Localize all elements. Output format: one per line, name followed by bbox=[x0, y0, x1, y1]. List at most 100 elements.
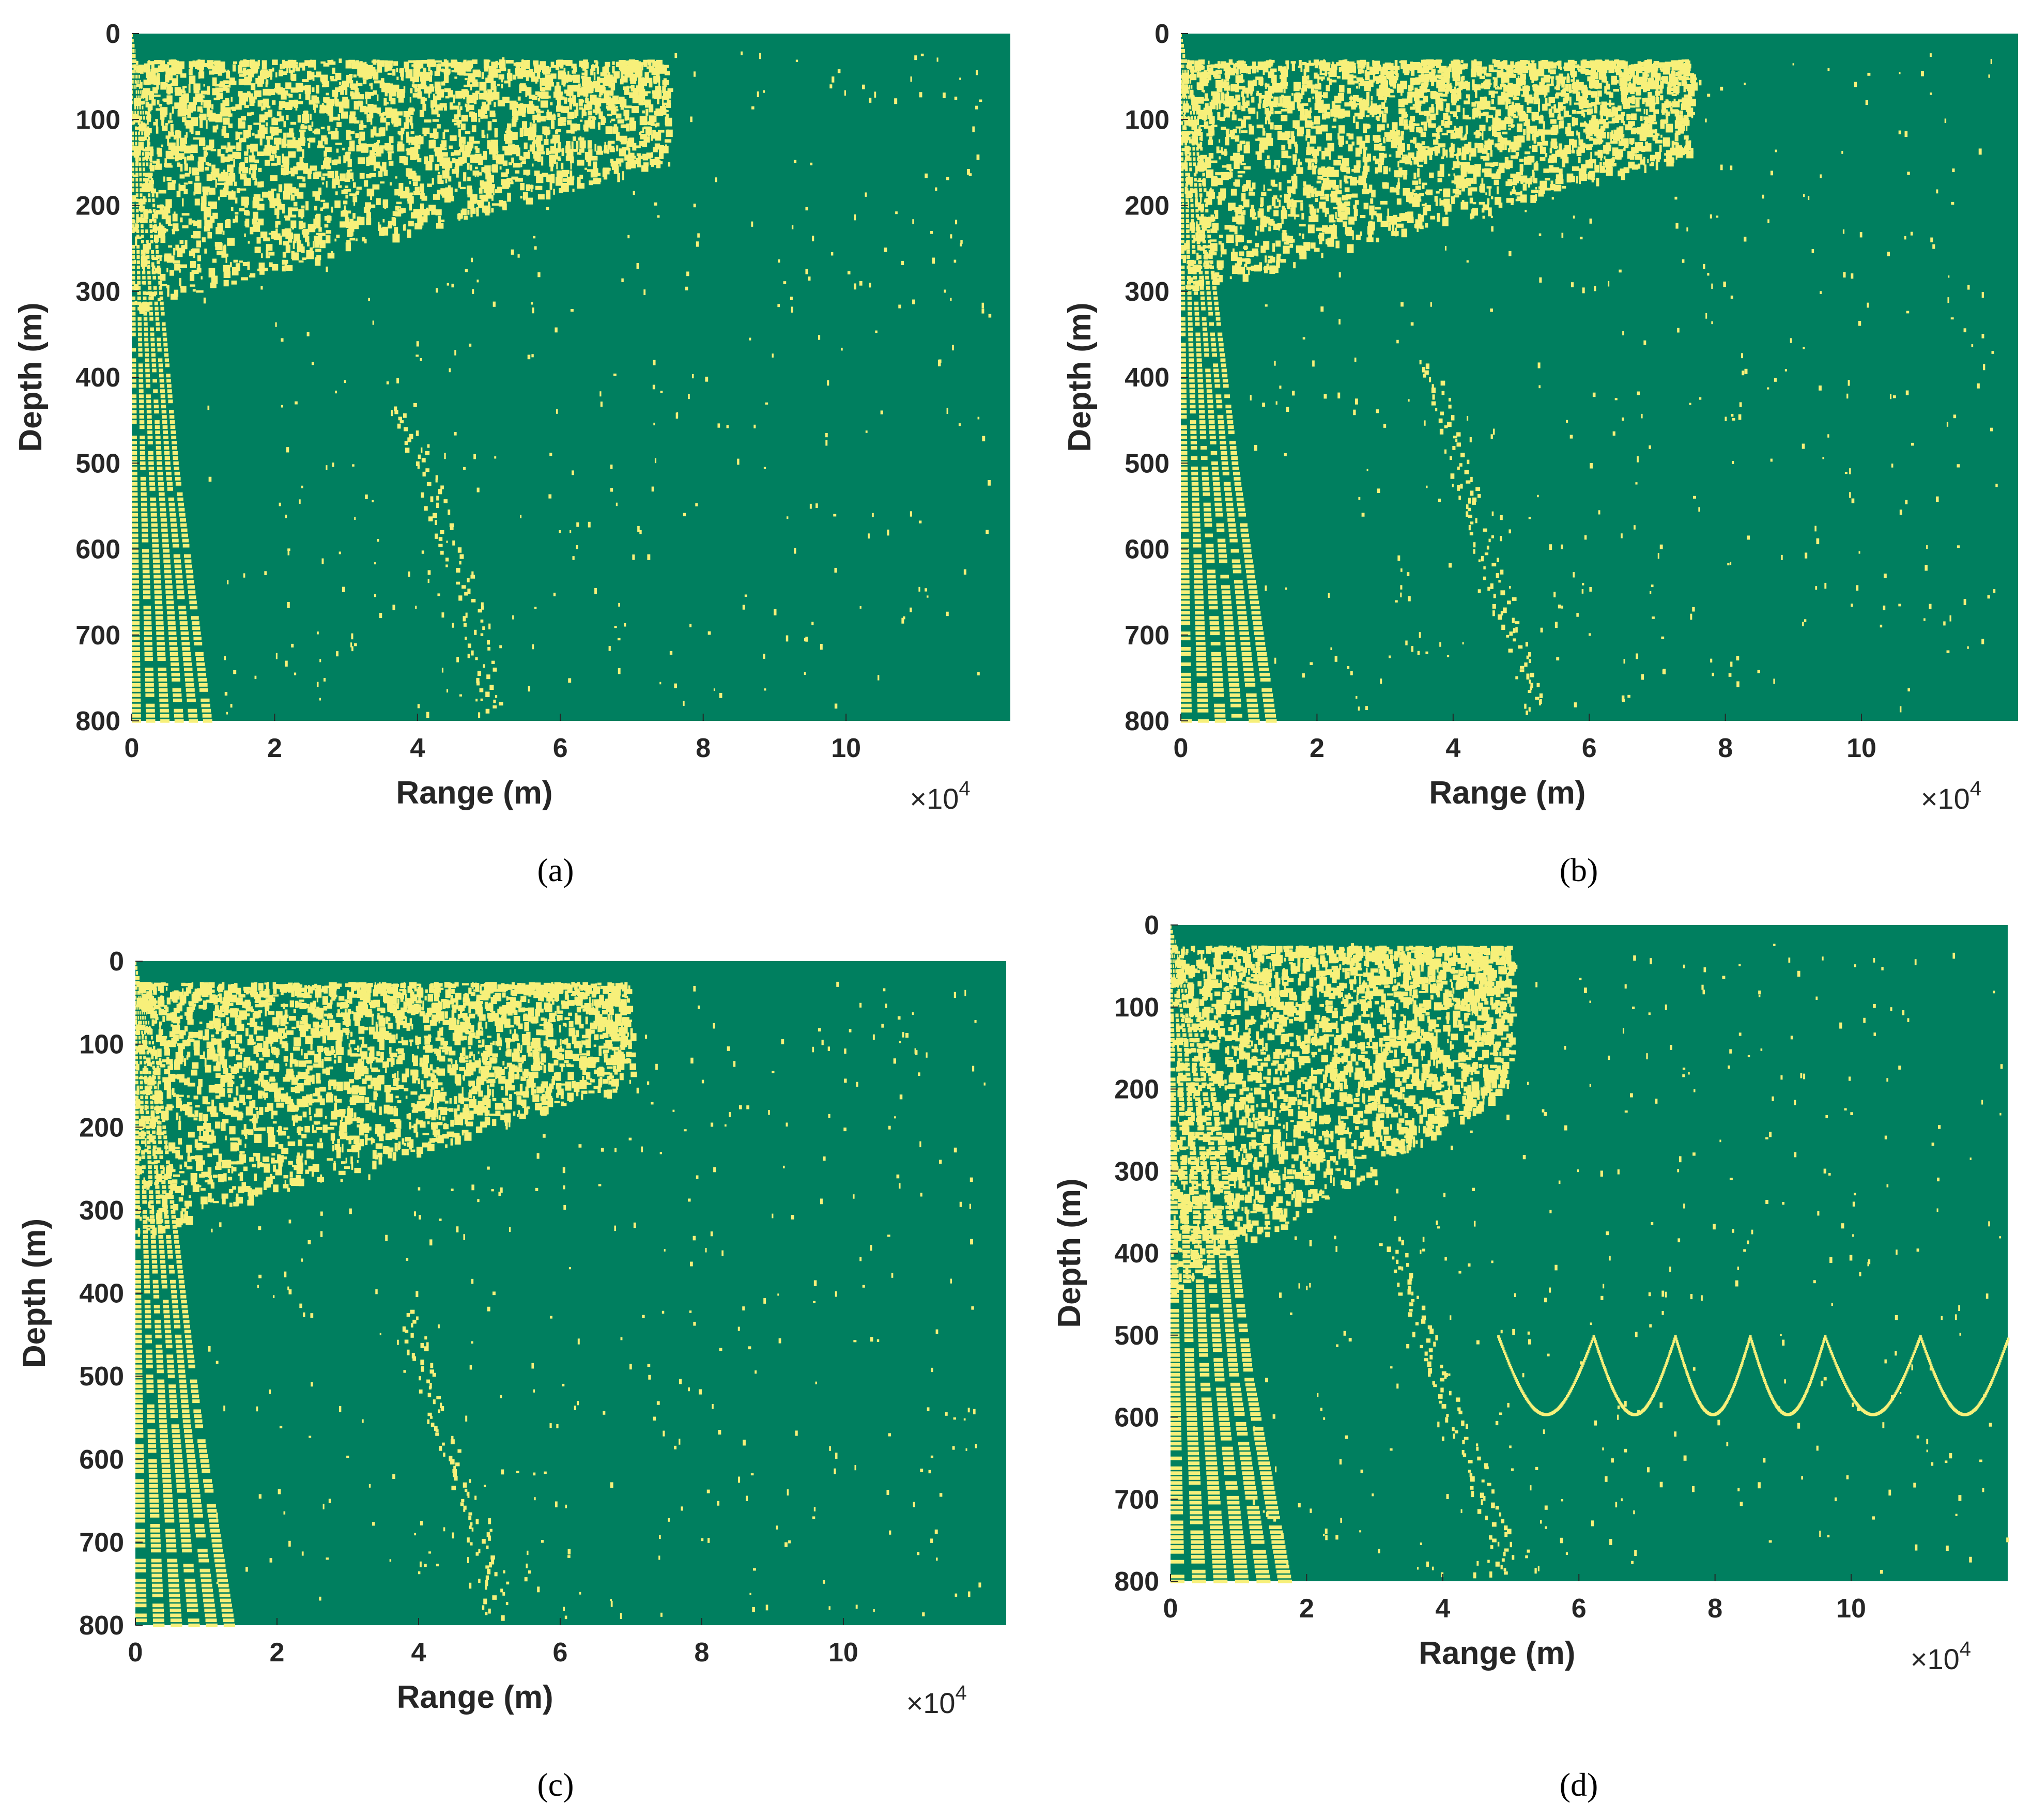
speckle bbox=[435, 104, 443, 111]
beam-cell bbox=[172, 451, 178, 455]
speckle bbox=[201, 90, 208, 95]
beam-cell bbox=[181, 528, 188, 532]
scatter-mark bbox=[952, 345, 954, 351]
speckle bbox=[588, 116, 595, 119]
beam-cell bbox=[144, 647, 153, 651]
speckle bbox=[175, 154, 179, 162]
speckle bbox=[557, 98, 561, 107]
beam-cell bbox=[1210, 451, 1218, 455]
speckle bbox=[331, 206, 333, 213]
speckle bbox=[1360, 214, 1366, 219]
beam-cell bbox=[1213, 374, 1220, 378]
beam-cell bbox=[132, 585, 140, 589]
beam-cell bbox=[165, 461, 171, 465]
speckle bbox=[571, 178, 574, 182]
speckle bbox=[132, 145, 135, 149]
speckle bbox=[642, 153, 647, 159]
speckle bbox=[567, 120, 572, 125]
beam-cell bbox=[1196, 683, 1208, 687]
scatter-mark bbox=[689, 624, 692, 627]
beam-cell bbox=[1255, 637, 1265, 641]
speckle bbox=[395, 211, 402, 217]
speckle bbox=[443, 72, 449, 82]
speckle bbox=[556, 173, 563, 178]
scatter-mark bbox=[447, 63, 450, 66]
speckle bbox=[399, 158, 406, 163]
speckle bbox=[182, 198, 184, 207]
beam-cell bbox=[132, 121, 134, 125]
speckle bbox=[435, 164, 439, 171]
speckle bbox=[314, 236, 321, 242]
speckle bbox=[257, 82, 263, 87]
speckle bbox=[384, 84, 389, 91]
speckle bbox=[664, 71, 670, 75]
arc-mark bbox=[463, 616, 466, 622]
beam-cell bbox=[153, 564, 160, 568]
beam-cell bbox=[183, 554, 191, 558]
speckle bbox=[284, 263, 287, 268]
beam-cell bbox=[1193, 162, 1196, 166]
speckle bbox=[145, 151, 149, 159]
speckle bbox=[561, 60, 566, 65]
speckle bbox=[467, 186, 471, 193]
scatter-mark bbox=[854, 283, 857, 290]
beam-cell bbox=[1208, 312, 1213, 316]
beam-cell bbox=[132, 518, 138, 522]
beam-cell bbox=[1194, 600, 1204, 605]
beam-cell bbox=[182, 647, 191, 651]
beam-cell bbox=[139, 173, 142, 177]
speckle bbox=[481, 130, 485, 136]
speckle bbox=[247, 112, 252, 116]
beam-cell bbox=[1190, 441, 1197, 445]
speckle bbox=[201, 276, 203, 280]
speckle bbox=[596, 178, 602, 182]
speckle bbox=[474, 146, 478, 150]
scatter-mark bbox=[275, 131, 278, 134]
speckle bbox=[221, 129, 225, 136]
beam-cell bbox=[1191, 214, 1194, 218]
speckle bbox=[1371, 96, 1373, 100]
speckle bbox=[505, 60, 514, 64]
speckle bbox=[290, 220, 297, 228]
speckle bbox=[401, 131, 403, 141]
speckle bbox=[603, 90, 611, 94]
beam-cell bbox=[1249, 595, 1258, 599]
speckle bbox=[259, 138, 263, 146]
speckle bbox=[396, 202, 402, 205]
beam-cell bbox=[132, 611, 140, 615]
speckle bbox=[534, 108, 538, 111]
beam-cell bbox=[155, 600, 163, 605]
beam-cell bbox=[1210, 626, 1220, 630]
beam-cell bbox=[1196, 657, 1206, 661]
scatter-mark bbox=[805, 207, 808, 211]
arc-mark bbox=[435, 519, 437, 526]
beam-cell bbox=[144, 657, 153, 661]
beam-cell bbox=[1234, 482, 1242, 486]
speckle bbox=[1529, 146, 1532, 149]
arc-mark bbox=[487, 640, 490, 645]
scatter-mark bbox=[281, 338, 284, 342]
speckle bbox=[655, 125, 657, 128]
speckle bbox=[145, 210, 152, 213]
speckle bbox=[247, 144, 254, 149]
scatter-mark bbox=[502, 57, 505, 60]
scatter-mark bbox=[953, 259, 957, 263]
speckle bbox=[556, 129, 561, 132]
scatter-mark bbox=[415, 354, 419, 357]
scatter-mark bbox=[292, 226, 294, 230]
speckle bbox=[330, 75, 335, 80]
beam-cell bbox=[1234, 476, 1241, 481]
beam-cell bbox=[1197, 719, 1209, 723]
speckle bbox=[176, 68, 182, 74]
speckle bbox=[483, 189, 486, 193]
speckle bbox=[348, 73, 353, 79]
beam-cell bbox=[150, 497, 156, 501]
speckle bbox=[283, 241, 289, 246]
scatter-mark bbox=[633, 191, 635, 195]
beam-cell bbox=[153, 575, 161, 579]
speckle bbox=[1218, 275, 1223, 283]
beam-cell bbox=[1196, 353, 1202, 357]
speckle bbox=[290, 121, 297, 125]
speckle bbox=[282, 252, 286, 258]
scatter-mark bbox=[854, 214, 856, 221]
